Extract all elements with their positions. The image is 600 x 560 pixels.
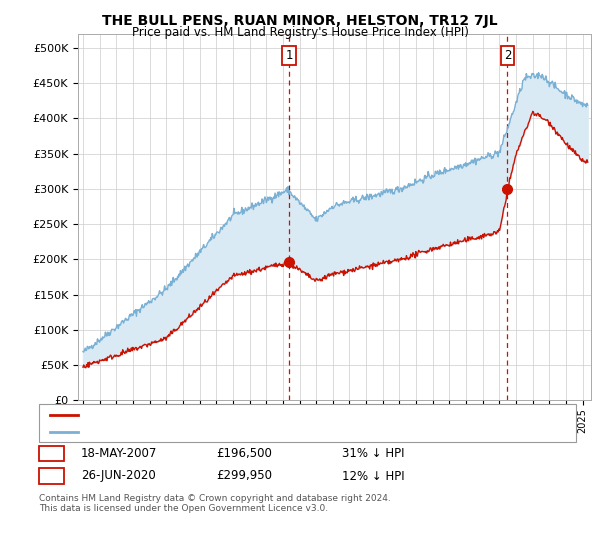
Text: Price paid vs. HM Land Registry's House Price Index (HPI): Price paid vs. HM Land Registry's House … — [131, 26, 469, 39]
Text: £299,950: £299,950 — [216, 469, 272, 483]
Text: Contains HM Land Registry data © Crown copyright and database right 2024.
This d: Contains HM Land Registry data © Crown c… — [39, 494, 391, 514]
Text: 1: 1 — [285, 49, 293, 62]
Text: 2: 2 — [47, 469, 56, 483]
Text: 26-JUN-2020: 26-JUN-2020 — [81, 469, 156, 483]
Text: 31% ↓ HPI: 31% ↓ HPI — [342, 447, 404, 460]
Text: HPI: Average price, detached house, Cornwall: HPI: Average price, detached house, Corn… — [82, 427, 320, 437]
Text: THE BULL PENS, RUAN MINOR, HELSTON, TR12 7JL (detached house): THE BULL PENS, RUAN MINOR, HELSTON, TR12… — [82, 409, 439, 419]
Text: 1: 1 — [47, 447, 56, 460]
Text: 18-MAY-2007: 18-MAY-2007 — [81, 447, 157, 460]
Text: £196,500: £196,500 — [216, 447, 272, 460]
Text: THE BULL PENS, RUAN MINOR, HELSTON, TR12 7JL: THE BULL PENS, RUAN MINOR, HELSTON, TR12… — [102, 14, 498, 28]
Text: 12% ↓ HPI: 12% ↓ HPI — [342, 469, 404, 483]
Text: 2: 2 — [503, 49, 511, 62]
